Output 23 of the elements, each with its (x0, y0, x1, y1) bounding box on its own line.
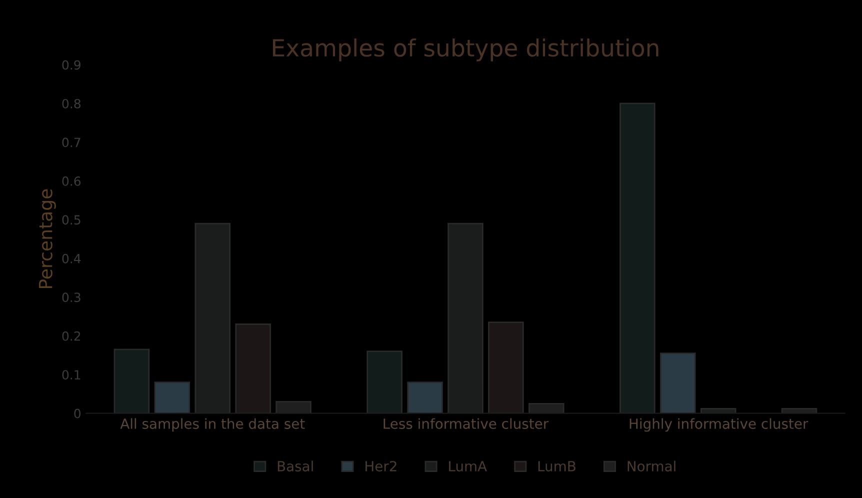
bar (407, 382, 443, 414)
legend-label: Normal (628, 460, 676, 472)
y-tick-label: 0.4 (62, 254, 81, 264)
y-tick-label: 0.3 (62, 292, 80, 302)
y-tick-label: 0 (74, 408, 81, 418)
legend-label: LumB (538, 461, 576, 472)
y-tick-label: 0.9 (62, 60, 80, 70)
legend-label: LumA (449, 461, 487, 472)
bar (660, 352, 696, 414)
y-tick-label: 0.1 (62, 370, 80, 380)
y-tick-label: 0.6 (62, 176, 81, 186)
x-tick-label: Highly informative cluster (630, 418, 808, 432)
x-tick-label: Less informative cluster (384, 418, 549, 429)
y-tick-label: 0.8 (62, 98, 80, 108)
legend-label: Basal (278, 460, 313, 472)
legend-label: Her2 (366, 460, 396, 472)
x-tick-label: All samples in the data set (120, 418, 305, 432)
bar (154, 382, 190, 414)
y-tick-label: 0.7 (62, 138, 80, 148)
chart-title: Examples of subtype distribution (273, 38, 658, 62)
y-tick-label: 0.5 (62, 215, 80, 225)
y-axis-title: Percentage (38, 189, 56, 288)
y-tick-label: 0.2 (62, 331, 80, 341)
